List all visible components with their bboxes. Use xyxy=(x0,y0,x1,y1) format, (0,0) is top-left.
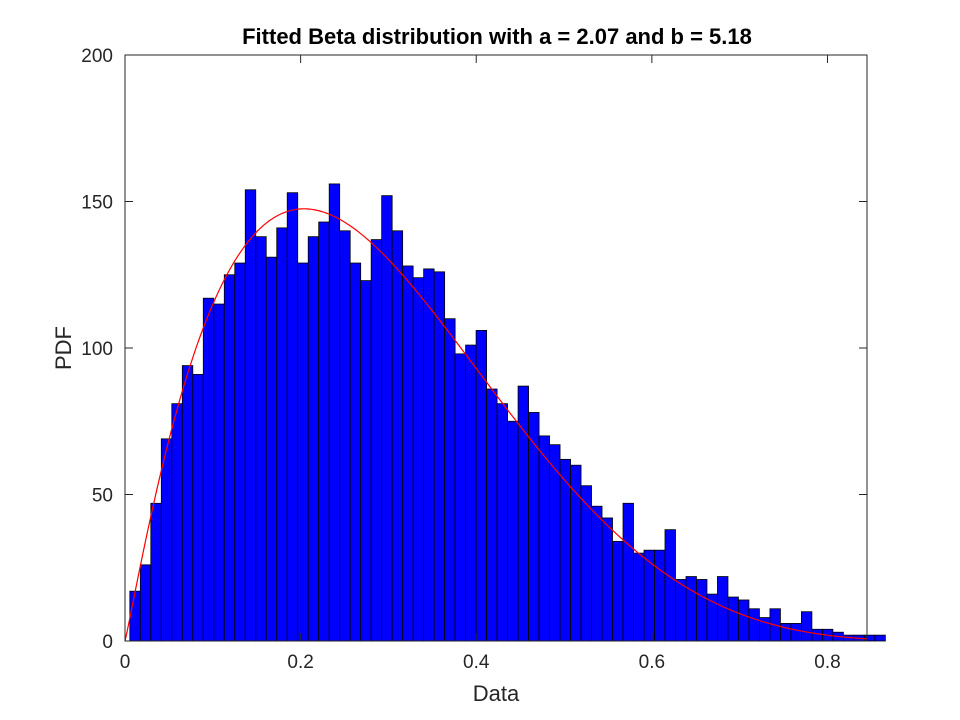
histogram-bar xyxy=(307,236,320,642)
axes: 0 0.2 0.4 0.6 0.8 0 50 100 150 200 xyxy=(81,46,868,673)
histogram-bar xyxy=(391,230,404,642)
histogram-bar xyxy=(801,611,813,642)
histogram-bar xyxy=(255,236,267,642)
histogram-bar xyxy=(297,262,309,642)
histogram-bar xyxy=(150,502,162,642)
x-tick-label: 0 xyxy=(120,652,131,673)
histogram-bar xyxy=(265,256,278,642)
histogram-bar xyxy=(507,420,519,642)
histogram-bar xyxy=(139,564,152,642)
histogram-bar xyxy=(790,623,802,642)
x-axis-label: Data xyxy=(473,681,520,706)
histogram-bar xyxy=(223,274,236,642)
histogram-bar xyxy=(654,549,666,642)
histogram-bar xyxy=(202,297,215,642)
histogram-bar xyxy=(465,344,477,642)
histogram-bars xyxy=(129,183,886,642)
histogram-bar xyxy=(444,318,456,642)
histogram-bar xyxy=(402,265,414,642)
histogram-bar xyxy=(727,596,739,642)
x-tick-label: 0.4 xyxy=(463,652,490,673)
histogram-bar xyxy=(160,438,173,642)
histogram-bar xyxy=(276,227,288,642)
histogram-bar xyxy=(570,464,582,642)
x-tick-label: 0.6 xyxy=(639,652,665,673)
histogram-bar xyxy=(696,579,708,642)
histogram-bar xyxy=(192,373,204,642)
histogram-bar xyxy=(580,485,592,642)
histogram-bar xyxy=(591,505,603,642)
y-tick-label: 200 xyxy=(81,46,113,67)
histogram-bar xyxy=(664,529,676,642)
x-tick-label: 0.2 xyxy=(287,652,313,673)
histogram-bar xyxy=(643,549,655,642)
histogram-bar xyxy=(622,502,634,642)
y-tick-label: 100 xyxy=(81,339,113,360)
histogram-bar xyxy=(433,271,446,642)
y-tick-label: 150 xyxy=(81,193,113,214)
histogram-bar xyxy=(475,330,487,642)
x-tick-label: 0.8 xyxy=(814,652,840,673)
histogram-bar xyxy=(811,628,823,642)
histogram-bar xyxy=(633,552,645,642)
histogram-bar xyxy=(318,221,330,642)
histogram-bar xyxy=(549,444,561,642)
histogram-bar xyxy=(517,385,529,642)
histogram-bar xyxy=(738,599,750,642)
histogram-bar xyxy=(496,403,508,642)
histogram-bar xyxy=(244,189,257,642)
histogram-bar xyxy=(559,458,571,642)
histogram-bar xyxy=(339,230,351,642)
histogram-bar xyxy=(370,239,383,642)
histogram-bar xyxy=(328,183,341,642)
histogram-bar xyxy=(454,353,467,642)
histogram-bar xyxy=(685,576,697,642)
histogram-bar xyxy=(675,579,687,642)
histogram-bar xyxy=(234,262,246,642)
y-tick-label: 0 xyxy=(102,632,113,653)
histogram-bar xyxy=(349,262,362,642)
y-axis-label: PDF xyxy=(51,326,76,370)
histogram-bar xyxy=(171,403,183,642)
histogram-bar xyxy=(286,192,299,642)
chart-title: Fitted Beta distribution with a = 2.07 a… xyxy=(242,24,752,49)
histogram-bar xyxy=(129,590,141,642)
histogram-bar xyxy=(748,608,760,642)
histogram-bar xyxy=(863,634,876,642)
histogram-bar xyxy=(612,540,624,642)
histogram-bar xyxy=(412,277,425,642)
histogram-bar xyxy=(423,268,435,642)
histogram-bar xyxy=(538,435,550,642)
histogram-bar xyxy=(528,412,540,642)
histogram-bar xyxy=(486,388,498,642)
histogram-bar xyxy=(360,280,372,642)
histogram-bar xyxy=(780,623,792,642)
histogram-bar xyxy=(601,517,613,642)
histogram-bar xyxy=(874,634,886,642)
y-tick-label: 50 xyxy=(92,486,113,507)
histogram-bar xyxy=(213,303,225,642)
beta-fit-curve xyxy=(124,208,868,642)
histogram-bar xyxy=(181,365,194,642)
